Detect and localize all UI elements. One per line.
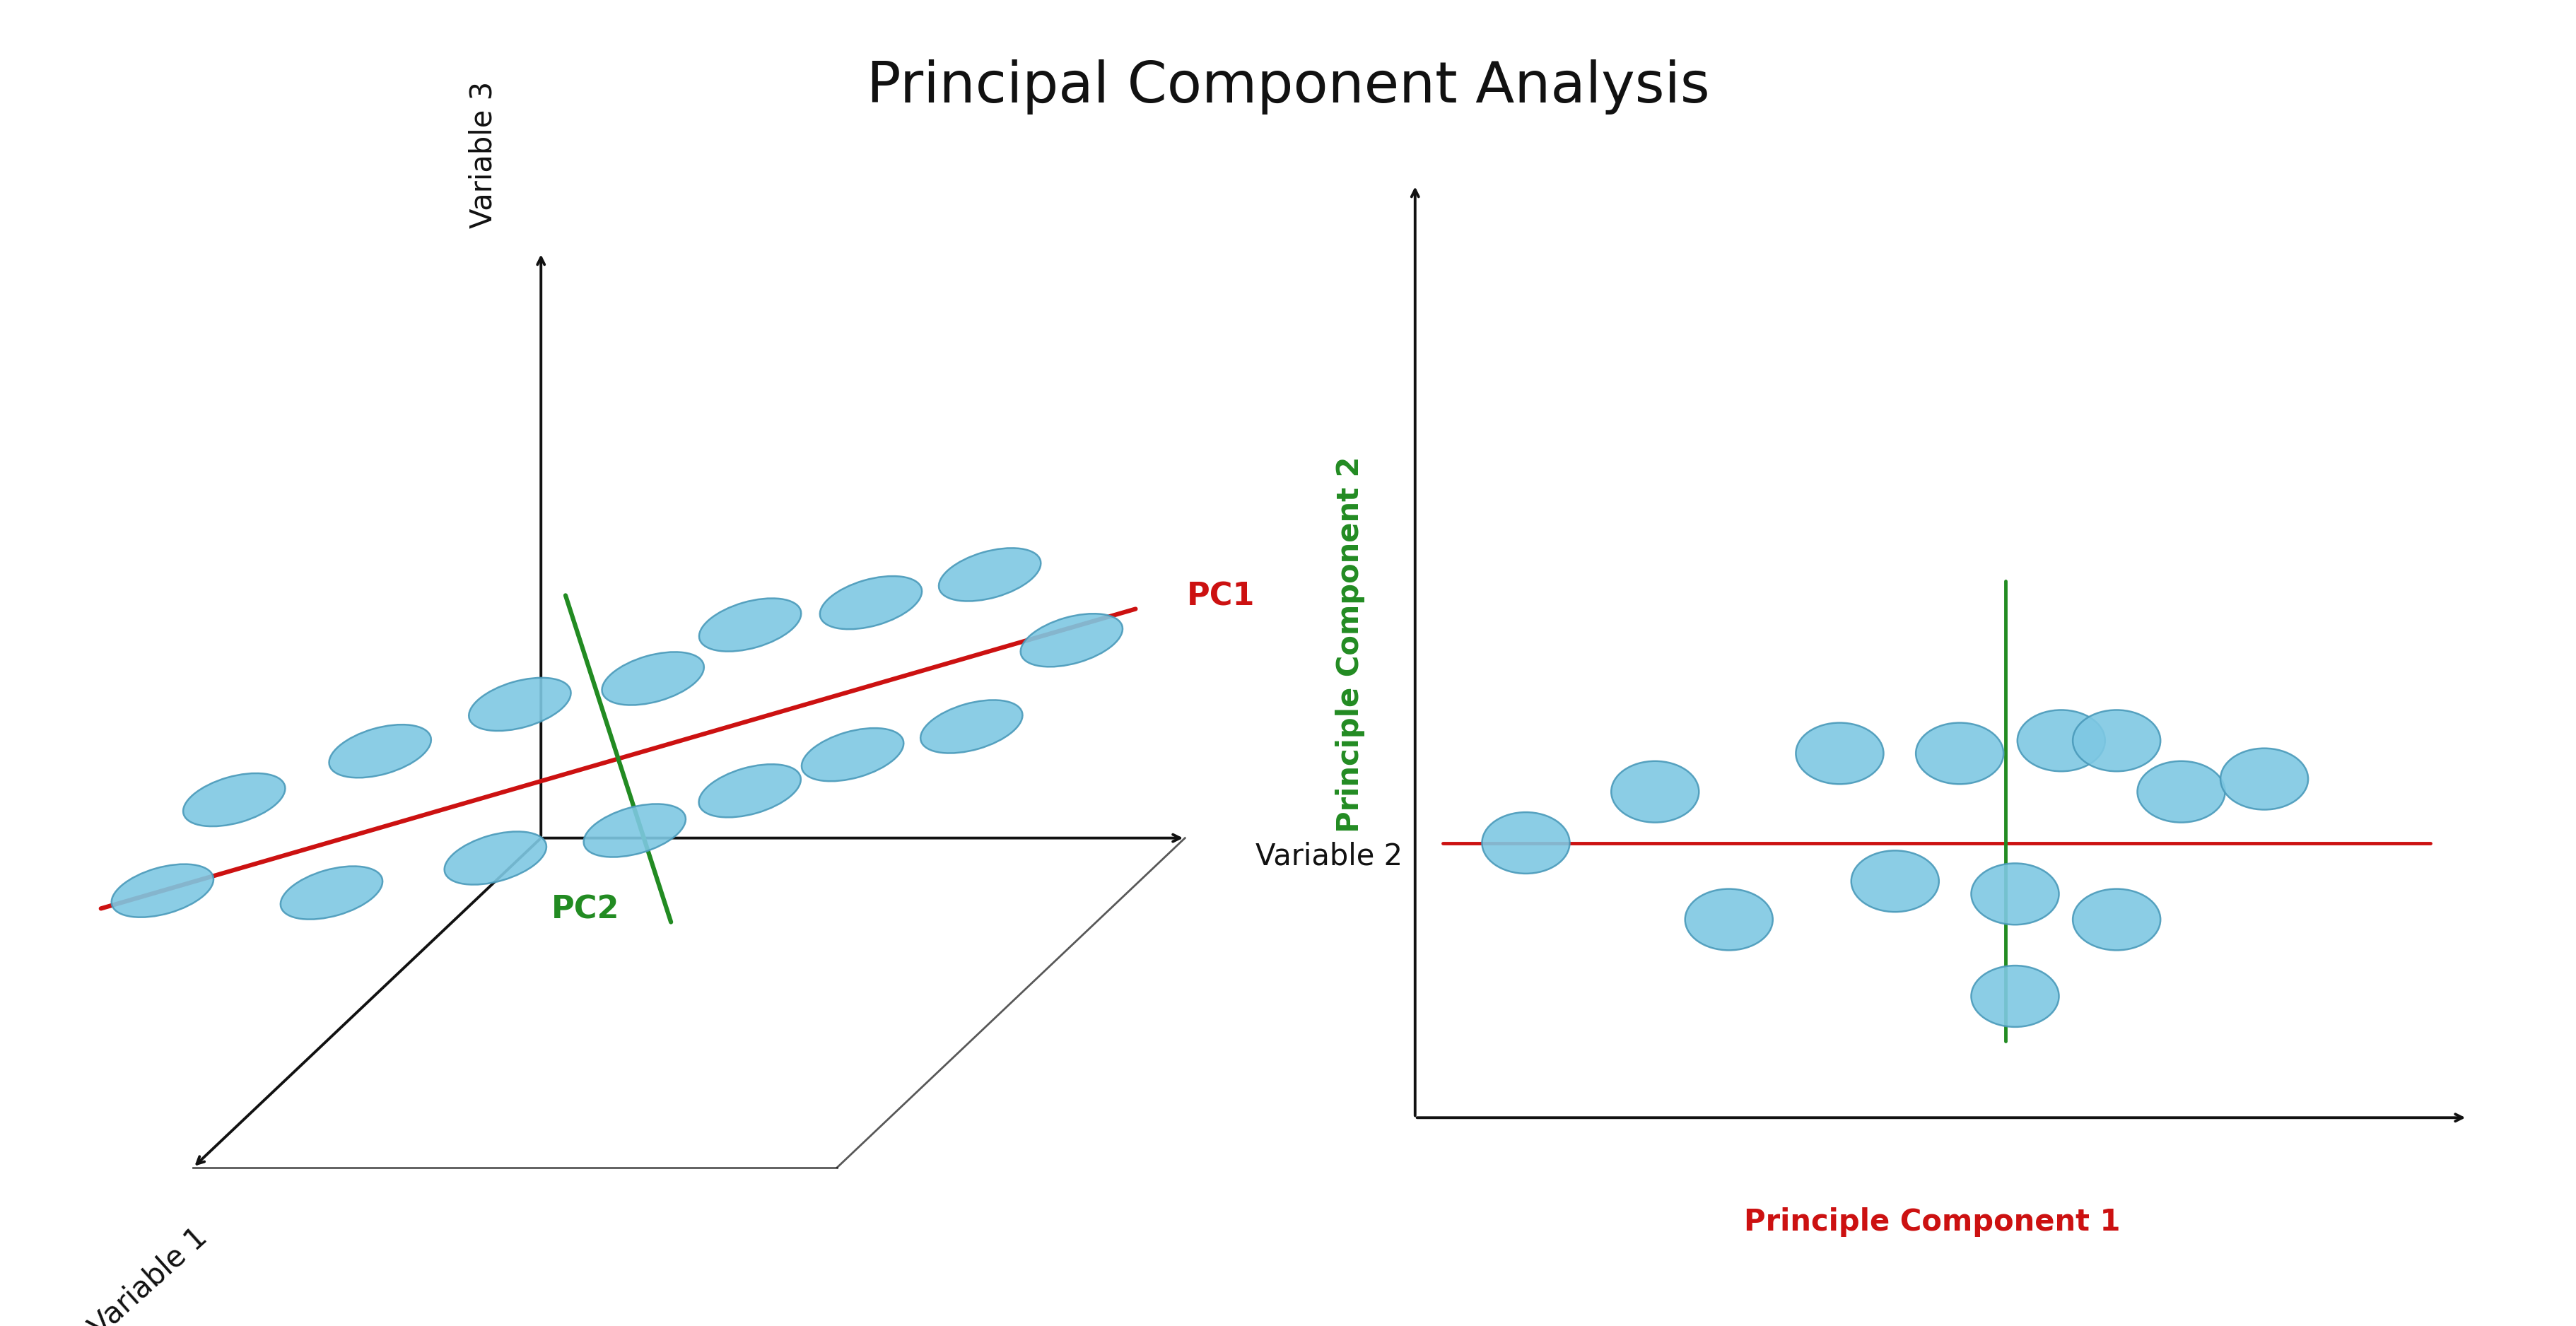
Text: PC2: PC2 bbox=[551, 895, 618, 926]
Text: Variable 1: Variable 1 bbox=[82, 1223, 214, 1326]
Ellipse shape bbox=[2074, 888, 2161, 951]
Ellipse shape bbox=[1685, 888, 1772, 951]
Ellipse shape bbox=[801, 728, 904, 781]
Ellipse shape bbox=[469, 678, 572, 731]
Ellipse shape bbox=[585, 804, 685, 857]
Ellipse shape bbox=[698, 764, 801, 817]
Text: PC1: PC1 bbox=[1188, 582, 1255, 611]
Ellipse shape bbox=[1971, 965, 2058, 1026]
Ellipse shape bbox=[938, 548, 1041, 601]
Ellipse shape bbox=[2221, 748, 2308, 810]
Ellipse shape bbox=[698, 598, 801, 651]
Ellipse shape bbox=[603, 652, 703, 705]
Ellipse shape bbox=[1020, 614, 1123, 667]
Ellipse shape bbox=[1481, 813, 1569, 874]
Ellipse shape bbox=[183, 773, 286, 826]
Ellipse shape bbox=[446, 831, 546, 884]
Ellipse shape bbox=[2138, 761, 2226, 822]
Ellipse shape bbox=[281, 866, 384, 919]
Ellipse shape bbox=[1852, 850, 1940, 912]
Ellipse shape bbox=[920, 700, 1023, 753]
Ellipse shape bbox=[2017, 709, 2105, 772]
Ellipse shape bbox=[1795, 723, 1883, 784]
Text: Principal Component Analysis: Principal Component Analysis bbox=[866, 60, 1710, 115]
Ellipse shape bbox=[1610, 761, 1700, 822]
Text: Principle Component 1: Principle Component 1 bbox=[1744, 1207, 2120, 1237]
Ellipse shape bbox=[1971, 863, 2058, 924]
Ellipse shape bbox=[330, 724, 430, 778]
Text: Principle Component 2: Principle Component 2 bbox=[1334, 456, 1365, 833]
Ellipse shape bbox=[1917, 723, 2004, 784]
Text: Variable 3: Variable 3 bbox=[469, 81, 497, 228]
Text: Variable 2: Variable 2 bbox=[1257, 842, 1404, 871]
Ellipse shape bbox=[2074, 709, 2161, 772]
Ellipse shape bbox=[819, 575, 922, 630]
Ellipse shape bbox=[111, 865, 214, 918]
